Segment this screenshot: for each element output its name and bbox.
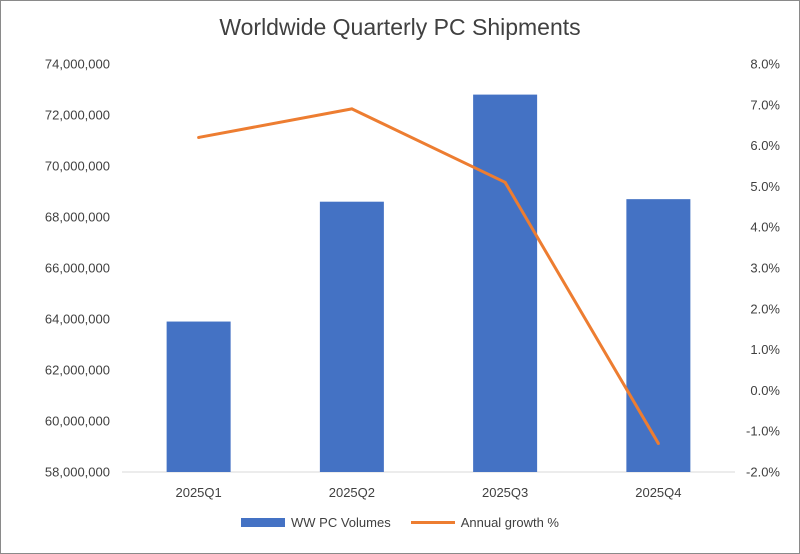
x-tick-label: 2025Q4 — [635, 485, 681, 500]
legend-swatch-growth — [410, 521, 455, 524]
y-left-tick-label: 68,000,000 — [45, 210, 110, 225]
x-tick-label: 2025Q1 — [175, 485, 221, 500]
legend-label-volumes: WW PC Volumes — [291, 515, 391, 530]
y-right-tick-label: 4.0% — [750, 220, 780, 235]
y-right-tick-label: 7.0% — [750, 97, 780, 112]
y-right-tick-label: 1.0% — [750, 342, 780, 357]
bar-2025Q2 — [319, 201, 384, 472]
growth-point-2025Q2 — [350, 107, 354, 111]
legend-label-growth: Annual growth % — [460, 515, 559, 530]
y-right-tick-label: 5.0% — [750, 179, 780, 194]
y-right-tick-label: 2.0% — [750, 301, 780, 316]
bar-2025Q4 — [626, 199, 691, 472]
growth-line — [198, 107, 660, 445]
y-left-tick-label: 74,000,000 — [45, 57, 110, 72]
x-tick-label: 2025Q2 — [329, 485, 375, 500]
growth-point-2025Q1 — [197, 135, 201, 139]
x-tick-label: 2025Q3 — [482, 485, 528, 500]
y-right-tick-label: 8.0% — [750, 57, 780, 72]
legend-item-volumes: WW PC Volumes — [241, 515, 391, 530]
y-right-tick-label: -2.0% — [746, 465, 780, 480]
y-left-tick-label: 72,000,000 — [45, 108, 110, 123]
y-right-tick-label: -1.0% — [746, 424, 780, 439]
legend-swatch-volumes — [241, 518, 286, 527]
y-left-tick-label: 70,000,000 — [45, 159, 110, 174]
chart-title: Worldwide Quarterly PC Shipments — [219, 14, 581, 40]
bar-2025Q3 — [473, 94, 538, 472]
bar-2025Q1 — [166, 321, 231, 472]
y-right-tick-label: 6.0% — [750, 138, 780, 153]
y-left-tick-label: 64,000,000 — [45, 312, 110, 327]
y-right-tick-label: 3.0% — [750, 261, 780, 276]
chart-legend: WW PC Volumes Annual growth % — [0, 515, 800, 530]
y-left-tick-label: 66,000,000 — [45, 261, 110, 276]
y-left-tick-label: 62,000,000 — [45, 363, 110, 378]
y-right-tick-label: 0.0% — [750, 383, 780, 398]
legend-item-growth: Annual growth % — [410, 515, 559, 530]
growth-point-2025Q3 — [503, 180, 507, 184]
growth-point-2025Q4 — [656, 441, 660, 445]
y-left-tick-label: 58,000,000 — [45, 465, 110, 480]
y-left-tick-label: 60,000,000 — [45, 414, 110, 429]
